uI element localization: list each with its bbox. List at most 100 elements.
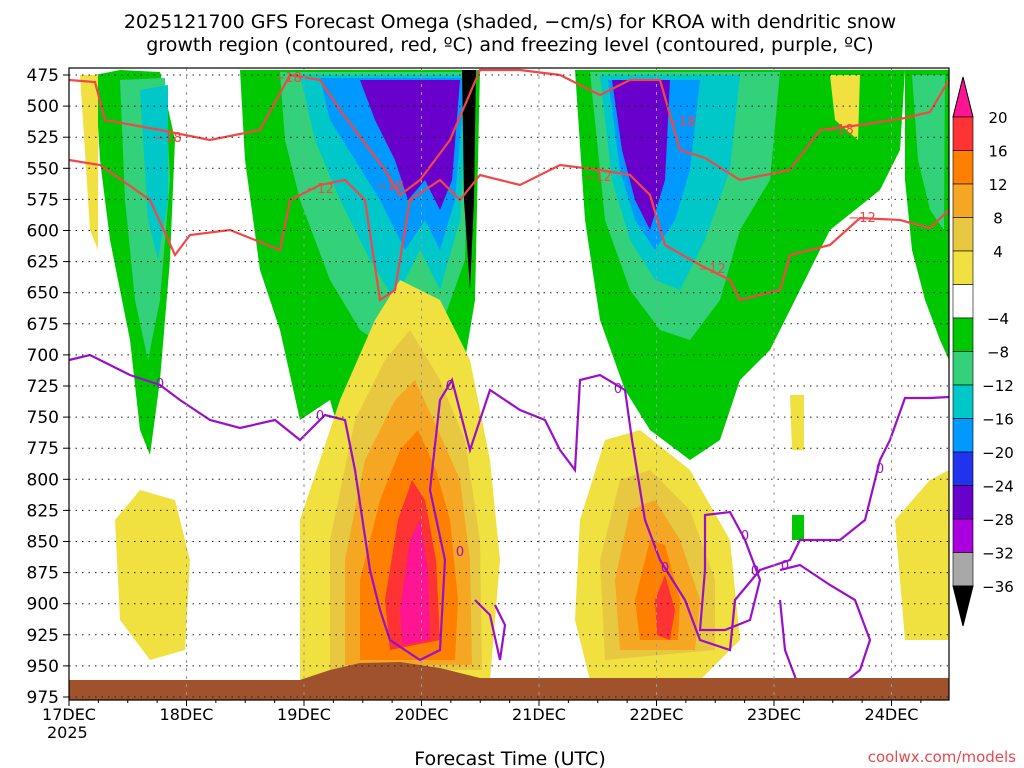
y-tick-label-800: 800 <box>27 470 59 490</box>
omega-region-black-core <box>462 70 476 290</box>
label-minus12-a: −12 <box>306 182 333 197</box>
label-zero-f: 0 <box>876 462 884 477</box>
label-zero-j: 0 <box>781 559 789 574</box>
credit-text: coolwx.com/models <box>868 748 1016 766</box>
x-tick-label-20DEC: 20DEC <box>395 705 449 724</box>
colorbar-label-5: −4 <box>987 310 1009 328</box>
chart-title-line2: growth region (contoured, red, ºC) and f… <box>146 34 873 56</box>
freezing-contour-far-right-loop <box>778 563 872 692</box>
y-tick-label-675: 675 <box>27 315 59 335</box>
colorbar-label-8: −16 <box>982 411 1014 429</box>
dendritic-contours <box>68 68 950 302</box>
colorbar-bottom-arrow <box>952 585 974 627</box>
colorbar-label-13: −36 <box>982 578 1014 596</box>
y-tick-label-875: 875 <box>27 564 59 584</box>
colorbar-label-2: 12 <box>988 176 1007 194</box>
label-minus18-b: −18 <box>154 131 181 146</box>
y-tick-label-850: 850 <box>27 533 59 553</box>
freezing-contour-right-loop <box>698 510 762 632</box>
colorbar-segment-6 <box>952 284 974 319</box>
omega-region-yellow-small-right <box>790 395 804 450</box>
x-tick-label-18DEC: 18DEC <box>160 705 214 724</box>
contour-labels: −18 −18 −18 −18 −18 −12 −12 −12 −12 0 0 … <box>154 71 884 579</box>
colorbar-segment-5 <box>952 250 974 285</box>
label-minus18-d: −18 <box>668 115 695 130</box>
label-minus18-a: −18 <box>274 71 301 86</box>
omega-region-yellow-left <box>115 490 190 660</box>
omega-region-red-right <box>655 575 675 640</box>
colorbar-label-7: −12 <box>982 377 1014 395</box>
x-tick-label-19DEC: 19DEC <box>277 705 331 724</box>
y-tick-label-975: 975 <box>27 688 59 708</box>
y-tick-label-950: 950 <box>27 657 59 677</box>
y-tick-label-925: 925 <box>27 626 59 646</box>
x-tick-label-24DEC: 24DEC <box>865 705 919 724</box>
colorbar-top-arrow <box>952 76 974 118</box>
x-axis-title: Forecast Time (UTC) <box>414 748 605 768</box>
colorbar-segment-8 <box>952 351 974 386</box>
omega-region-pink-center <box>400 520 430 645</box>
y-tick-label-750: 750 <box>27 408 59 428</box>
label-zero-i: 0 <box>751 564 759 579</box>
colorbar-segment-1 <box>952 116 974 151</box>
colorbar-label-9: −20 <box>982 444 1014 462</box>
y-tick-label-550: 550 <box>27 159 59 179</box>
omega-region-purple-mid <box>360 80 460 210</box>
colorbar-label-11: −28 <box>982 511 1014 529</box>
label-minus18-e: −18 <box>826 123 853 138</box>
y-tick-label-600: 600 <box>27 222 59 242</box>
omega-region-yellow-top-right <box>830 75 860 140</box>
dendritic-contour-lower <box>68 158 950 302</box>
colorbar-segment-13 <box>952 518 974 553</box>
label-minus12-d: −12 <box>848 211 875 226</box>
label-zero-e: 0 <box>456 545 464 560</box>
label-zero-g: 0 <box>741 529 749 544</box>
colorbar: 20 16 12 8 4 −4 −8 −12 −16 −20 −24 −28 −32 −36 <box>952 76 1014 627</box>
colorbar-label-1: 16 <box>988 143 1007 161</box>
colorbar-segment-2 <box>952 150 974 185</box>
x-tick-label-23DEC: 23DEC <box>747 705 801 724</box>
y-tick-label-525: 525 <box>27 128 59 148</box>
y-tick-label-650: 650 <box>27 284 59 304</box>
colorbar-segment-4 <box>952 217 974 252</box>
terrain-fill <box>69 662 949 700</box>
grid-lines <box>69 68 949 700</box>
y-axis: 475 500 525 550 575 600 625 650 675 700 725 750 775 8… <box>27 66 69 708</box>
colorbar-label-6: −8 <box>987 344 1009 362</box>
label-zero-d: 0 <box>614 382 622 397</box>
freezing-contour-lower-loop <box>474 599 507 661</box>
plot-frame <box>68 67 950 701</box>
omega-region-yellow-far-right <box>895 470 949 640</box>
y-tick-label-625: 625 <box>27 253 59 273</box>
omega-region-green-small-right <box>792 515 804 540</box>
colorbar-segment-11 <box>952 451 974 486</box>
freezing-level-contours <box>68 353 950 692</box>
label-zero-a: 0 <box>156 377 164 392</box>
label-minus12-b: −12 <box>584 170 611 185</box>
y-tick-label-700: 700 <box>27 346 59 366</box>
colorbar-label-0: 20 <box>988 109 1007 127</box>
colorbar-label-4: 4 <box>993 243 1003 261</box>
x-tick-label-17DEC: 17DEC <box>42 705 96 724</box>
colorbar-segment-12 <box>952 485 974 520</box>
colorbar-segment-7 <box>952 317 974 352</box>
y-tick-label-900: 900 <box>27 595 59 615</box>
label-minus12-c: −12 <box>698 262 725 277</box>
label-zero-c: 0 <box>446 379 454 394</box>
x-axis-year: 2025 <box>47 723 88 742</box>
y-tick-label-825: 825 <box>27 501 59 521</box>
colorbar-segment-10 <box>952 418 974 453</box>
freezing-contour-main <box>68 353 950 662</box>
label-zero-b: 0 <box>316 409 324 424</box>
y-tick-label-475: 475 <box>27 66 59 86</box>
y-tick-label-725: 725 <box>27 377 59 397</box>
colorbar-label-10: −24 <box>982 478 1014 496</box>
label-minus18-c: −18 <box>376 179 403 194</box>
dendritic-contour-upper <box>68 68 950 197</box>
y-tick-label-500: 500 <box>27 97 59 117</box>
colorbar-segment-14 <box>952 552 974 587</box>
colorbar-label-12: −32 <box>982 545 1014 563</box>
omega-shading-layer <box>80 70 949 680</box>
colorbar-label-3: 8 <box>993 210 1003 228</box>
